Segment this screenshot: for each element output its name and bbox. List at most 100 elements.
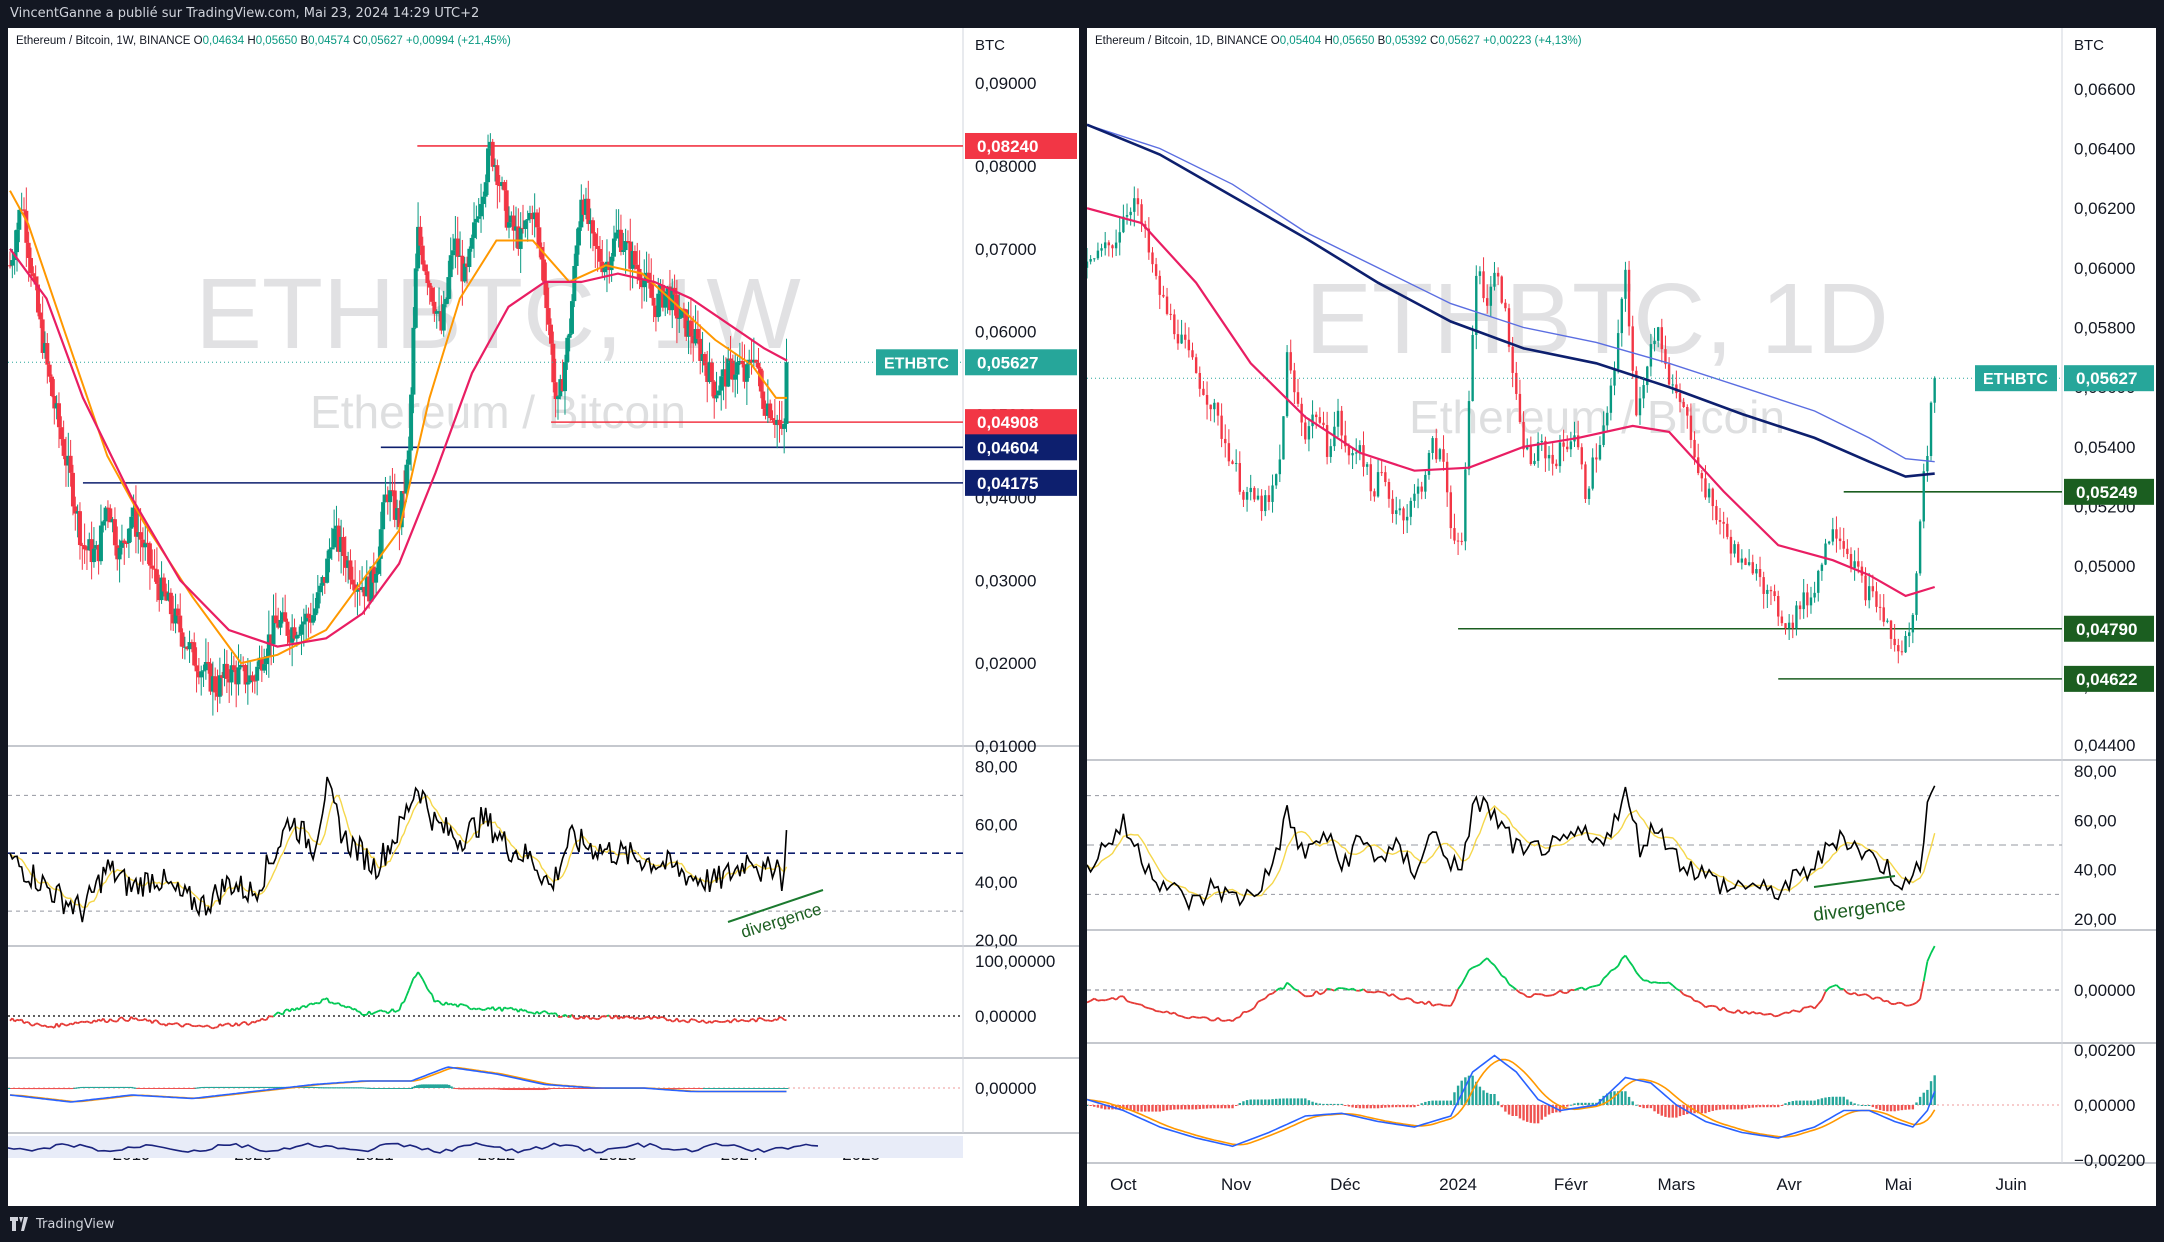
daily-osc-segment	[1672, 984, 1677, 990]
weekly-macd-histogram-bar	[84, 1086, 89, 1088]
weekly-macd-histogram-bar	[278, 1086, 283, 1088]
daily-candle-body	[1740, 558, 1744, 563]
weekly-macd-histogram-bar	[686, 1088, 691, 1089]
weekly-candle-body	[299, 624, 304, 635]
daily-candle-body	[1118, 232, 1121, 243]
daily-chart-panel[interactable]: ETHBTC, 1D Ethereum / Bitcoin Ethereum / B…	[1087, 28, 2156, 1206]
daily-candle-body	[1176, 334, 1180, 344]
daily-candle-body	[1402, 508, 1405, 521]
weekly-osc-segment	[602, 1015, 605, 1018]
daily-macd-histogram-bar	[1784, 1103, 1787, 1105]
weekly-candle-body	[402, 491, 407, 494]
daily-macd-histogram-bar	[1435, 1100, 1438, 1105]
daily-candle-body	[1686, 406, 1689, 416]
weekly-candle-body	[476, 216, 481, 219]
weekly-currency-label: BTC	[975, 37, 1005, 54]
daily-macd-histogram-bar	[1191, 1105, 1194, 1110]
weekly-osc-segment	[445, 1001, 450, 1006]
daily-candle-body	[1616, 333, 1620, 369]
daily-macd-histogram-bar	[1162, 1105, 1165, 1111]
daily-osc-segment	[1832, 984, 1837, 988]
daily-macd-histogram-bar	[1878, 1105, 1882, 1111]
daily-candle-body	[1087, 261, 1089, 268]
daily-macd-histogram-bar	[1205, 1105, 1209, 1109]
daily-macd-histogram-bar	[1813, 1100, 1816, 1105]
weekly-macd-histogram-bar	[313, 1087, 318, 1089]
weekly-candle-body	[413, 268, 418, 328]
weekly-candle-body	[719, 376, 724, 391]
daily-candle-body	[1831, 529, 1835, 542]
weekly-macd-histogram-bar	[26, 1088, 31, 1090]
publisher-bar: VincentGanne a publié sur TradingView.co…	[0, 0, 2164, 28]
weekly-macd-histogram-bar	[8, 1088, 12, 1089]
daily-candle-body	[1089, 259, 1092, 262]
weekly-candle-body	[709, 362, 714, 382]
weekly-macd-histogram-bar	[719, 1088, 724, 1089]
daily-candle-body	[1817, 570, 1820, 593]
weekly-candle-body	[555, 396, 560, 400]
daily-osc-segment	[1727, 1010, 1732, 1014]
daily-osc-segment	[1701, 1003, 1707, 1008]
weekly-osc-segment	[767, 1019, 771, 1022]
weekly-candle-body	[133, 507, 138, 537]
weekly-osc-segment	[734, 1018, 739, 1023]
weekly-osc-segment	[650, 1016, 655, 1020]
weekly-candle-body	[229, 665, 234, 683]
daily-rsi-signal-line	[1087, 805, 1936, 900]
daily-osc-segment	[1599, 977, 1605, 986]
weekly-macd-histogram-bar	[392, 1088, 397, 1089]
weekly-candle-body	[677, 317, 682, 319]
daily-osc-segment	[1824, 987, 1830, 993]
daily-candle-body	[1445, 461, 1449, 493]
daily-osc-segment	[1257, 999, 1263, 1003]
weekly-candle-body	[455, 238, 460, 257]
weekly-osc-segment	[16, 1018, 20, 1022]
weekly-macd-histogram-bar	[551, 1088, 556, 1089]
weekly-osc-segment	[494, 1008, 498, 1012]
weekly-candle-body	[129, 516, 134, 529]
daily-macd-histogram-bar	[1216, 1105, 1220, 1109]
daily-osc-segment	[1675, 987, 1681, 992]
daily-osc-segment	[1493, 964, 1499, 971]
weekly-candle-body	[472, 222, 477, 238]
daily-macd-histogram-bar	[1809, 1100, 1813, 1105]
daily-macd-histogram-bar	[1795, 1100, 1798, 1105]
weekly-macd-histogram-bar	[707, 1088, 712, 1089]
daily-candle-body	[1875, 591, 1878, 607]
weekly-candle-body	[105, 507, 110, 509]
weekly-candle-body	[500, 182, 505, 186]
daily-candle-body	[1460, 540, 1463, 542]
weekly-candle-body	[89, 539, 94, 563]
weekly-candle-body	[726, 358, 731, 387]
weekly-candle-body	[548, 324, 553, 344]
weekly-candle-body	[68, 455, 73, 473]
daily-macd-histogram-bar	[1234, 1105, 1238, 1106]
weekly-chart-panel[interactable]: ETHBTC, 1W Ethereum / Bitcoin Ethereum / B…	[8, 28, 1079, 1206]
weekly-candle-body	[618, 229, 623, 252]
daily-macd-histogram-bar	[1253, 1099, 1256, 1105]
daily-candle-body	[1656, 327, 1660, 341]
weekly-macd-histogram-bar	[516, 1088, 521, 1091]
footer-brand[interactable]: TradingView	[36, 1217, 115, 1232]
daily-candle-body	[1202, 388, 1205, 395]
weekly-candle-body	[40, 319, 45, 353]
daily-osc-segment	[1497, 969, 1503, 977]
weekly-osc-segment	[189, 1023, 193, 1027]
weekly-macd-histogram-bar	[119, 1086, 124, 1088]
weekly-osc-segment	[168, 1022, 172, 1025]
weekly-candle-body	[754, 359, 759, 363]
daily-macd-histogram-bar	[1496, 1101, 1500, 1105]
daily-macd-histogram-bar	[1100, 1105, 1103, 1109]
daily-osc-segment	[1770, 1013, 1776, 1018]
weekly-macd-histogram-bar	[31, 1088, 36, 1090]
daily-osc-segment	[1683, 993, 1688, 997]
tradingview-logo-icon[interactable]	[10, 1217, 30, 1231]
weekly-osc-segment	[375, 1010, 379, 1013]
daily-macd-histogram-bar	[1751, 1105, 1754, 1108]
daily-candle-body	[1260, 495, 1263, 512]
weekly-macd-histogram-bar	[252, 1086, 257, 1088]
daily-macd-histogram-bar	[1089, 1105, 1092, 1106]
weekly-macd-histogram-bar	[150, 1088, 155, 1089]
